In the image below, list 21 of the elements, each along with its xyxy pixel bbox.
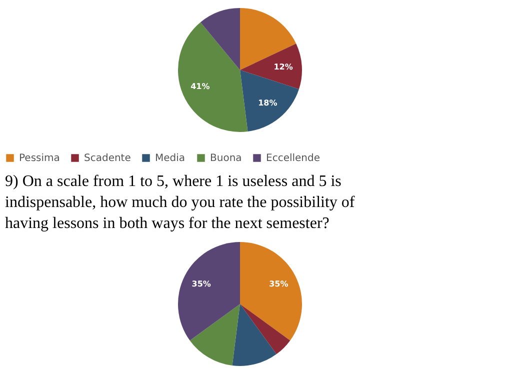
legend-label: Scadente — [84, 153, 131, 164]
legend-label: Eccellende — [266, 153, 320, 164]
pie-slice — [200, 8, 240, 70]
pie-slice — [240, 44, 302, 90]
legend-label: Media — [155, 153, 186, 164]
data-label: 18% — [258, 98, 278, 108]
pie-slice — [232, 304, 276, 366]
pie-slice — [178, 22, 248, 132]
data-label: 12% — [274, 62, 293, 72]
pie-slice — [240, 304, 290, 354]
pie-slice — [190, 304, 240, 366]
chart-title: 9) On a scale from 1 to 5, where 1 is useless and 5 is indispensable, how much do you rate the possibility of having lessons in both ways for the next semester? — [5, 173, 356, 232]
pie-slice — [178, 242, 240, 340]
legend-label: Buona — [210, 153, 242, 164]
pie-slice — [240, 242, 302, 340]
data-label: 41% — [190, 82, 210, 92]
legend-label: Pessima — [19, 153, 60, 164]
data-label: 35% — [192, 279, 211, 288]
pie-slice — [240, 70, 299, 132]
pie-slice — [240, 8, 296, 70]
data-label: 35% — [269, 279, 288, 288]
